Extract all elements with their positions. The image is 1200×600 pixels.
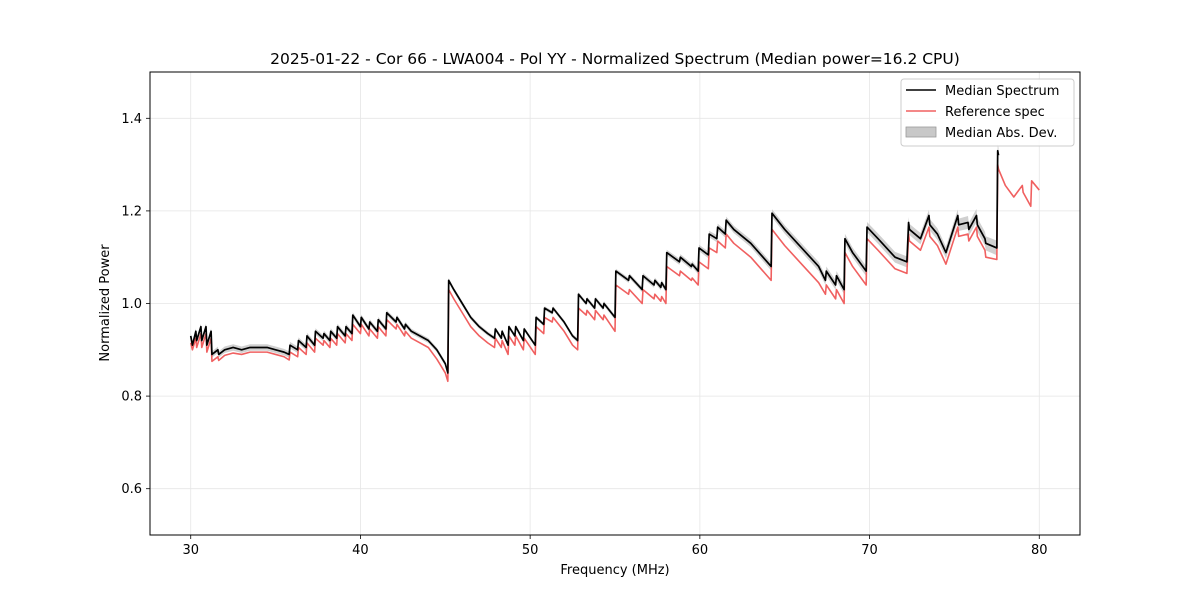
x-tick-label: 50 [522,543,539,558]
chart-title: 2025-01-22 - Cor 66 - LWA004 - Pol YY - … [270,50,960,68]
y-tick-label: 0.6 [121,482,142,497]
legend-box [900,78,1075,147]
x-tick-label: 40 [352,543,369,558]
x-tick-label: 60 [692,543,709,558]
y-axis-label: Normalized Power [98,244,113,362]
mad-band-layer [190,143,999,376]
legend-label-reference: Reference spec [945,105,1045,120]
median-spectrum-line [189,149,1000,374]
legend-label-median: Median Spectrum [945,84,1059,99]
x-axis: 30 40 50 60 70 80 [182,535,1048,558]
legend-label-mad: Median Abs. Dev. [945,126,1057,141]
y-tick-label: 1.0 [121,297,142,312]
y-axis: 0.6 0.8 1.0 1.2 1.4 [121,112,150,497]
mad-band [190,143,999,376]
y-tick-label: 1.4 [121,112,142,127]
legend: Median Spectrum Reference spec Median Ab… [900,78,1075,147]
reference-spec-line [189,163,1040,383]
legend-swatch-mad [905,126,937,138]
x-tick-label: 80 [1031,543,1048,558]
y-tick-label: 0.8 [121,390,142,405]
y-tick-label: 1.2 [121,204,142,219]
x-tick-label: 70 [861,543,878,558]
x-axis-label: Frequency (MHz) [560,563,669,578]
x-tick-label: 30 [182,543,199,558]
series-layer [189,149,1040,383]
